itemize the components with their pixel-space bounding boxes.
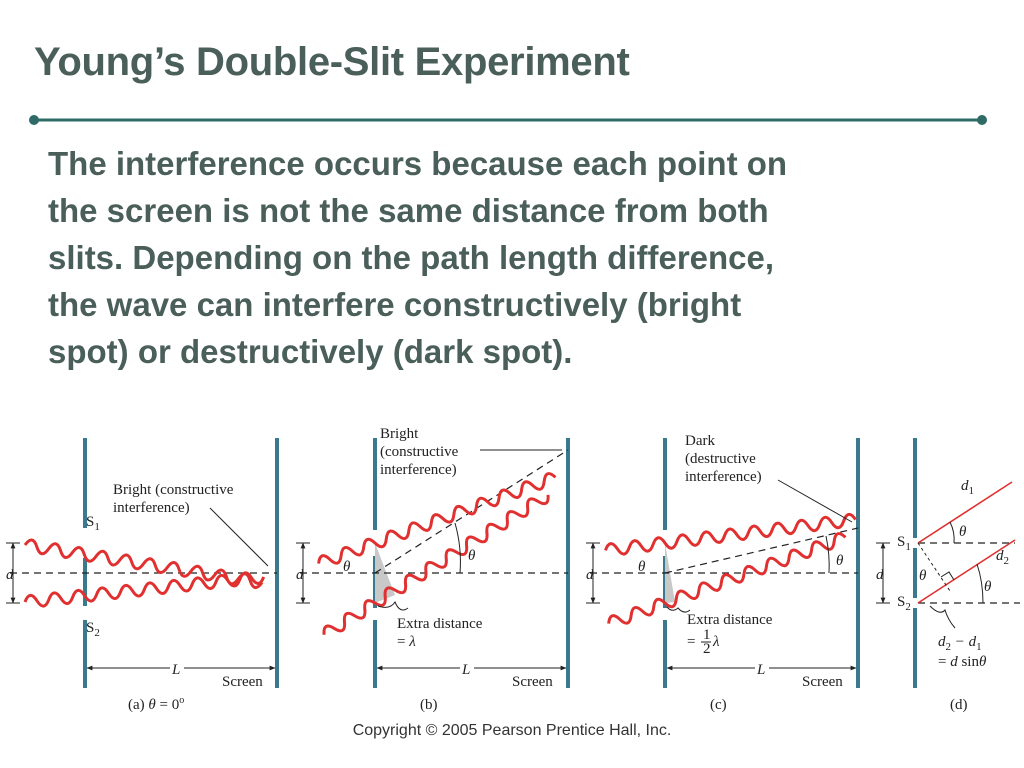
theta-label: θ (919, 568, 927, 584)
theta-label: θ (959, 524, 967, 540)
title-divider (29, 115, 987, 125)
ray-d1 (917, 481, 1013, 544)
screen-label: Screen (802, 674, 843, 690)
fraction-numerator: 1 (703, 627, 711, 643)
extra-distance-lambda: λ (712, 634, 720, 650)
wave (23, 571, 266, 608)
d-label: d (586, 567, 594, 583)
theta-label: θ (343, 559, 351, 575)
ray-d2 (917, 539, 1016, 604)
d1-label: d1 (961, 478, 974, 497)
panel-b: d θ θ Bright (constructive interference)… (296, 426, 570, 713)
caption-d: (d) (950, 697, 968, 713)
dark-label: (destructive (685, 451, 756, 467)
s1-label: S1 (897, 534, 911, 553)
path-difference-formula: = d sinθ (938, 654, 987, 670)
d2-label: d2 (996, 548, 1009, 567)
wave (322, 494, 550, 635)
panel-a: d S1 S2 Bright (constructive interferenc… (6, 438, 279, 713)
screen-label: Screen (512, 674, 553, 690)
body-line: slits. Depending on the path length diff… (48, 239, 775, 276)
fraction-denominator: 2 (703, 641, 711, 657)
copyright-notice: Copyright © 2005 Pearson Prentice Hall, … (352, 722, 672, 739)
bright-label: interference) (380, 462, 457, 478)
caption-a: (a) θ = 0o (128, 695, 184, 713)
L-label: L (756, 662, 765, 678)
slide-body: The interference occurs because each poi… (48, 140, 968, 375)
theta-label: θ (836, 553, 844, 569)
path-difference-formula: d2 − d1 (938, 634, 982, 653)
wave (23, 538, 264, 590)
dark-label: Dark (685, 433, 715, 449)
extra-distance-shade (665, 543, 675, 603)
bright-label: (constructive (380, 444, 459, 460)
d-label: d (296, 567, 304, 583)
slide-title: Young’s Double-Slit Experiment (34, 40, 630, 84)
d-label: d (876, 567, 884, 583)
caption-c: (c) (710, 697, 727, 713)
theta-label: θ (638, 559, 646, 575)
body-line: spot) or destructively (dark spot). (48, 333, 573, 370)
bright-label: Bright (380, 426, 419, 442)
s2-label: S2 (86, 620, 100, 639)
wave (604, 512, 857, 556)
caption-b: (b) (420, 697, 438, 713)
s1-label: S1 (86, 514, 100, 533)
body-line: the wave can interfere constructively (b… (48, 286, 742, 323)
wave (317, 472, 557, 565)
extra-distance-value: = (687, 634, 695, 650)
panel-d: θ θ θ d1 d2 S1 S2 d d2 − d1 = d sinθ (d) (876, 438, 1020, 713)
body-line: The interference occurs because each poi… (48, 145, 788, 182)
L-label: L (461, 662, 470, 678)
extra-distance-value: = λ (397, 634, 416, 650)
L-label: L (171, 662, 180, 678)
bright-label: Bright (constructive (113, 482, 234, 498)
extra-distance-label: Extra distance (397, 616, 483, 632)
theta-label: θ (984, 579, 992, 595)
bright-label: interference) (113, 500, 190, 516)
theta-label: θ (468, 548, 476, 564)
dark-label: interference) (685, 469, 762, 485)
body-line: the screen is not the same distance from… (48, 192, 769, 229)
double-slit-diagram: d S1 S2 Bright (constructive interferenc… (6, 426, 1020, 713)
wave (607, 532, 847, 625)
extra-distance-label: Extra distance (687, 612, 773, 628)
s2-label: S2 (897, 594, 911, 613)
screen-label: Screen (222, 674, 263, 690)
panel-c: d θ θ Dark (destructive interference) Ex… (586, 433, 860, 713)
d-label: d (6, 567, 14, 583)
